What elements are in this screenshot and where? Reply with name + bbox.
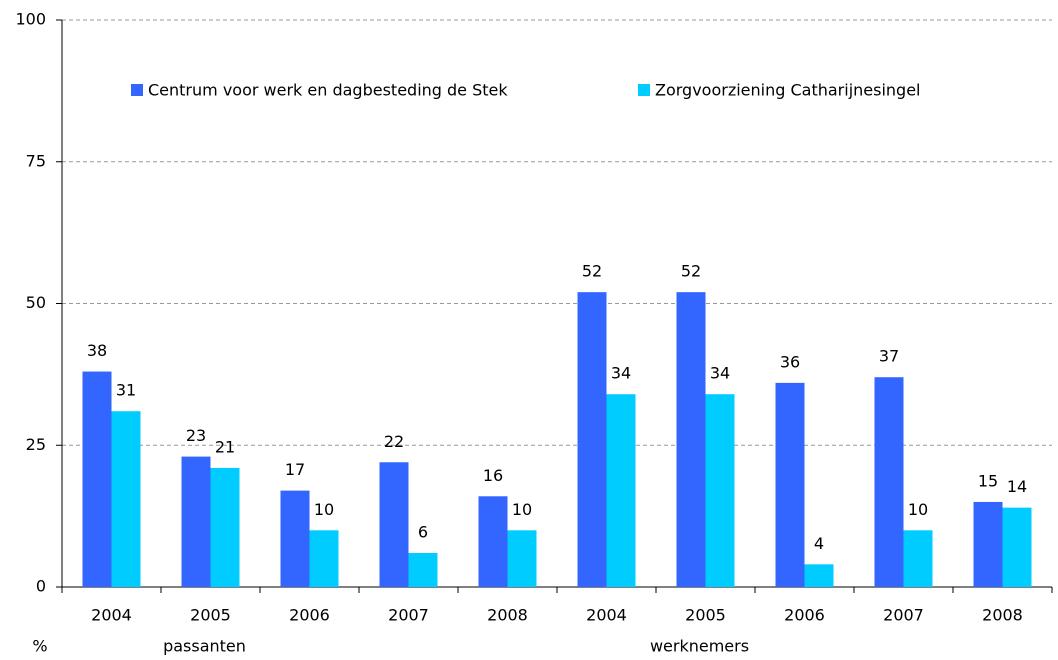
data-label: 10 bbox=[314, 500, 334, 519]
group-label: werknemers bbox=[650, 637, 749, 656]
bar bbox=[973, 501, 1003, 587]
bar bbox=[408, 552, 438, 587]
bar bbox=[210, 467, 240, 587]
data-label: 36 bbox=[780, 352, 800, 371]
bar bbox=[379, 462, 409, 587]
bar bbox=[82, 371, 112, 587]
y-tick-label: 25 bbox=[26, 435, 46, 454]
y-tick-label: 50 bbox=[26, 293, 46, 312]
data-label: 52 bbox=[582, 262, 602, 281]
bar bbox=[775, 382, 805, 587]
bar bbox=[804, 564, 834, 587]
bar bbox=[705, 394, 735, 587]
data-label: 16 bbox=[483, 466, 503, 485]
data-label: 23 bbox=[186, 426, 206, 445]
x-tick-label: 2004 bbox=[586, 606, 627, 625]
data-label: 38 bbox=[87, 341, 107, 360]
data-label: 31 bbox=[116, 381, 136, 400]
x-tick-label: 2005 bbox=[190, 606, 231, 625]
x-tick-label: 2008 bbox=[982, 606, 1023, 625]
bar bbox=[507, 530, 537, 587]
data-label: 6 bbox=[418, 522, 428, 541]
bar bbox=[309, 530, 339, 587]
x-tick-label: 2004 bbox=[91, 606, 132, 625]
bar bbox=[874, 377, 904, 587]
data-label: 37 bbox=[879, 347, 899, 366]
data-label: 4 bbox=[814, 534, 824, 553]
bar bbox=[676, 292, 706, 587]
group-label: passanten bbox=[163, 637, 246, 656]
bar bbox=[577, 292, 607, 587]
y-tick-label: 75 bbox=[26, 151, 46, 170]
bar bbox=[903, 530, 933, 587]
y-tick-label: 100 bbox=[15, 10, 46, 29]
x-tick-label: 2005 bbox=[685, 606, 726, 625]
legend-swatch bbox=[638, 84, 650, 96]
legend-label: Centrum voor werk en dagbesteding de Ste… bbox=[148, 81, 508, 100]
x-tick-label: 2006 bbox=[289, 606, 330, 625]
data-label: 17 bbox=[285, 460, 305, 479]
bar bbox=[478, 496, 508, 587]
bar bbox=[1002, 507, 1032, 587]
data-label: 15 bbox=[978, 471, 998, 490]
data-label: 21 bbox=[215, 437, 235, 456]
data-label: 34 bbox=[710, 364, 730, 383]
x-tick-label: 2007 bbox=[883, 606, 924, 625]
y-tick-label: 0 bbox=[36, 577, 46, 596]
data-label: 10 bbox=[512, 500, 532, 519]
bar bbox=[606, 394, 636, 587]
data-label: 22 bbox=[384, 432, 404, 451]
data-label: 34 bbox=[611, 364, 631, 383]
bar bbox=[181, 456, 211, 587]
legend-swatch bbox=[131, 84, 143, 96]
data-label: 10 bbox=[908, 500, 928, 519]
bar bbox=[111, 411, 141, 587]
x-tick-label: 2006 bbox=[784, 606, 825, 625]
x-tick-label: 2007 bbox=[388, 606, 429, 625]
data-label: 14 bbox=[1007, 477, 1027, 496]
data-label: 52 bbox=[681, 262, 701, 281]
x-tick-label: 2008 bbox=[487, 606, 528, 625]
bar bbox=[280, 490, 310, 587]
y-axis-label: % bbox=[32, 637, 47, 656]
legend-label: Zorgvoorziening Catharijnesingel bbox=[655, 81, 921, 100]
